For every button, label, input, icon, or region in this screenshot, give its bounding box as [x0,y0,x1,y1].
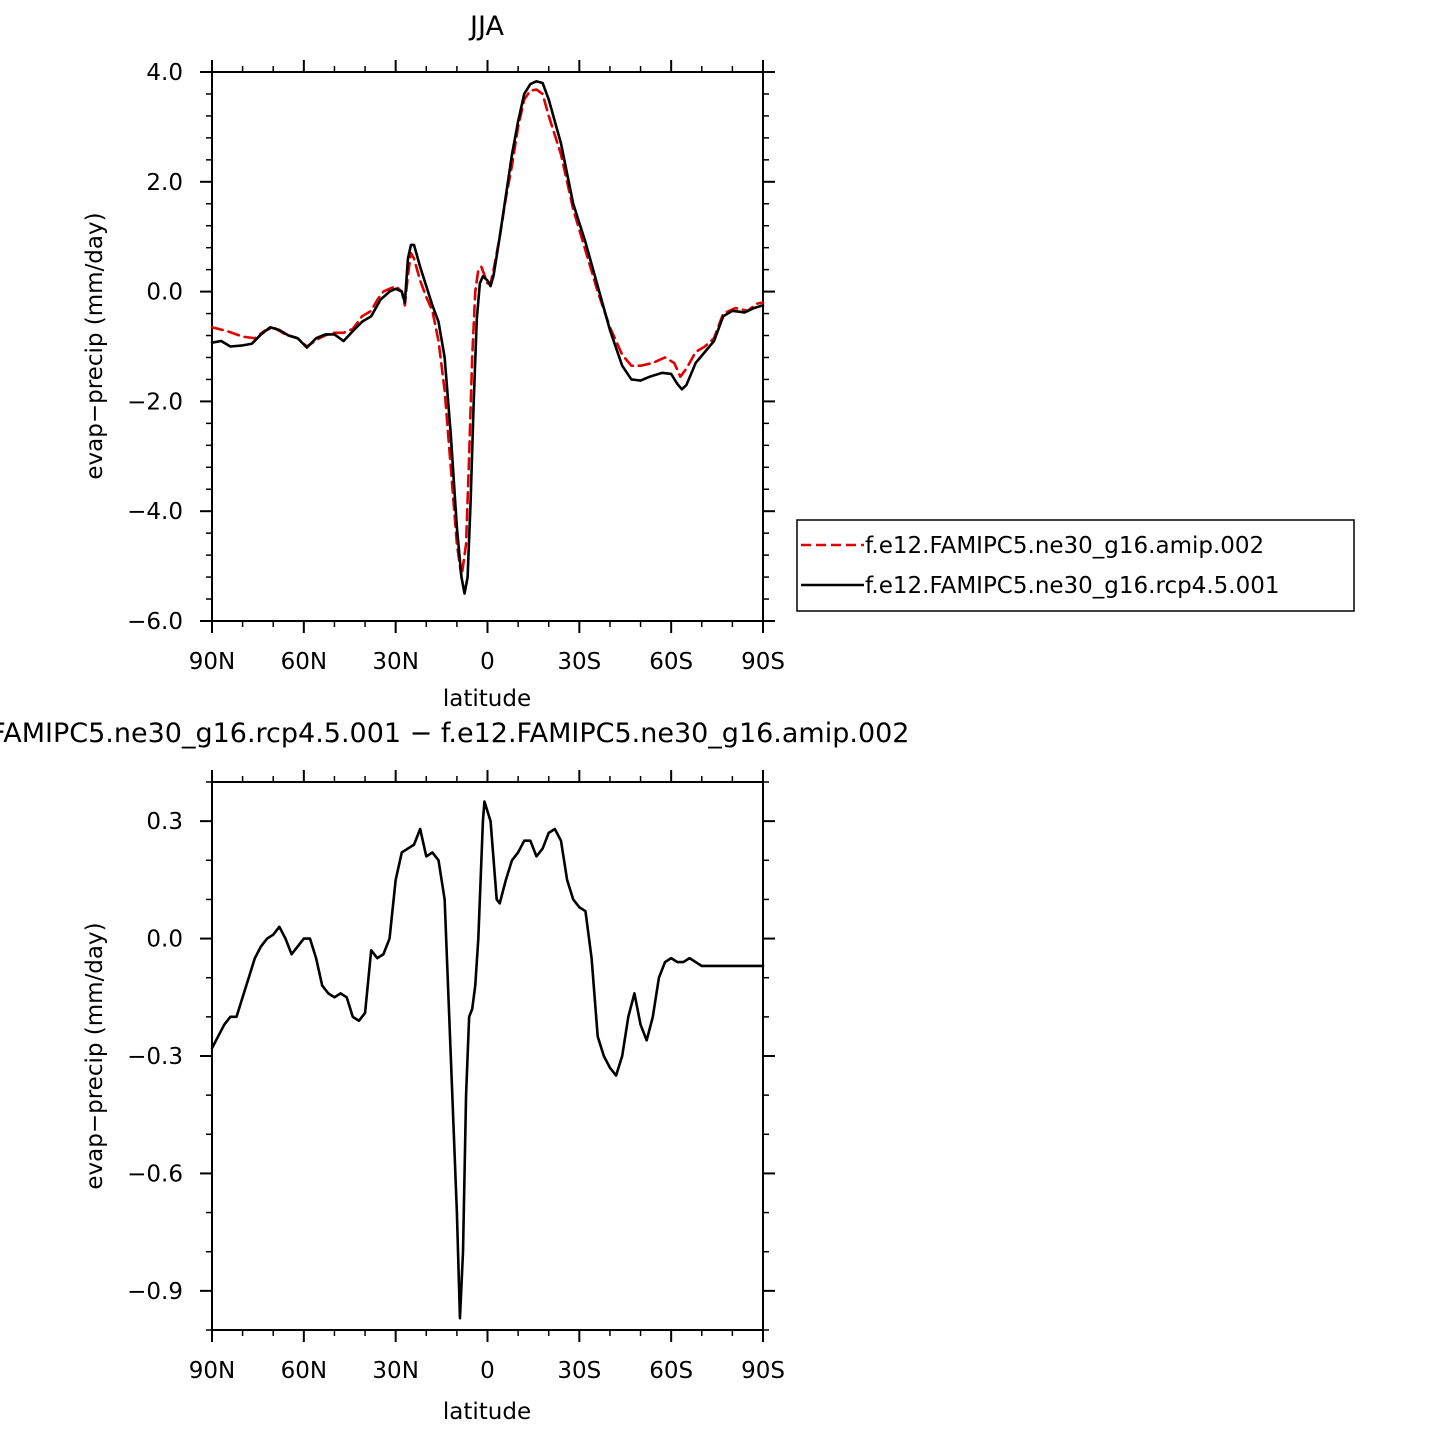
y-tick-label: −0.9 [127,1279,183,1305]
legend-label-rcp: f.e12.FAMIPC5.ne30_g16.rcp4.5.001 [865,573,1279,599]
top-x-axis-label: latitude [443,686,531,712]
series-line-bot-0 [210,800,765,1320]
bottom-ticks [200,770,775,1342]
bottom-chart-title: f.e12.FAMIPC5.ne30_g16.rcp4.5.001 − f.e1… [0,718,909,749]
x-tick-label: 90S [741,649,785,675]
y-tick-label: −0.3 [127,1044,183,1070]
bottom-panel: f.e12.FAMIPC5.ne30_g16.rcp4.5.001 − f.e1… [0,718,909,1425]
x-tick-label: 30N [372,649,418,675]
y-tick-label: 2.0 [146,170,183,196]
x-tick-label: 60S [649,649,693,675]
x-tick-label: 0 [480,1358,495,1384]
bottom-plot-frame [211,781,764,1331]
top-ticks [200,60,775,633]
y-tick-label: −2.0 [127,389,183,415]
top-x-tick-labels: 90N 60N 30N 0 30S 60S 90S [189,649,785,675]
top-y-axis-label: evap−precip (mm/day) [82,212,108,479]
top-panel: JJA 90N 60N 30N 0 30S 60S 90S 4.0 2.0 0.0 −2.0 −4.… [82,11,785,712]
top-plot-frame [211,71,764,622]
y-tick-label: 0.0 [146,927,183,953]
top-series-layer [210,80,765,595]
bottom-x-tick-labels: 90N 60N 30N 0 30S 60S 90S [189,1358,785,1384]
y-tick-label: 0.0 [146,280,183,306]
top-y-tick-labels: 4.0 2.0 0.0 −2.0 −4.0 −6.0 [127,60,183,635]
bottom-series-layer [210,800,765,1320]
y-tick-label: 4.0 [146,60,183,86]
bottom-y-axis-label: evap−precip (mm/day) [82,922,108,1189]
x-tick-label: 30N [372,1358,418,1384]
bottom-x-axis-label: latitude [443,1399,531,1425]
legend-box [796,519,1355,612]
top-chart-title: JJA [468,11,504,42]
x-tick-label: 60S [649,1358,693,1384]
x-tick-label: 90N [189,1358,235,1384]
y-tick-label: 0.3 [146,809,183,835]
bottom-y-tick-labels: 0.3 0.0 −0.3 −0.6 −0.9 [127,809,183,1305]
legend: f.e12.FAMIPC5.ne30_g16.amip.002 f.e12.FA… [796,519,1355,612]
series-line-top-1 [210,80,765,595]
x-tick-label: 30S [557,1358,601,1384]
x-tick-label: 30S [557,649,601,675]
x-tick-label: 60N [281,1358,327,1384]
y-tick-label: −6.0 [127,609,183,635]
x-tick-label: 90S [741,1358,785,1384]
legend-label-amip: f.e12.FAMIPC5.ne30_g16.amip.002 [865,533,1264,559]
x-tick-label: 0 [480,649,495,675]
series-line-top-0 [210,88,765,579]
x-tick-label: 90N [189,649,235,675]
y-tick-label: −4.0 [127,499,183,525]
y-tick-label: −0.6 [127,1161,183,1187]
x-tick-label: 60N [281,649,327,675]
